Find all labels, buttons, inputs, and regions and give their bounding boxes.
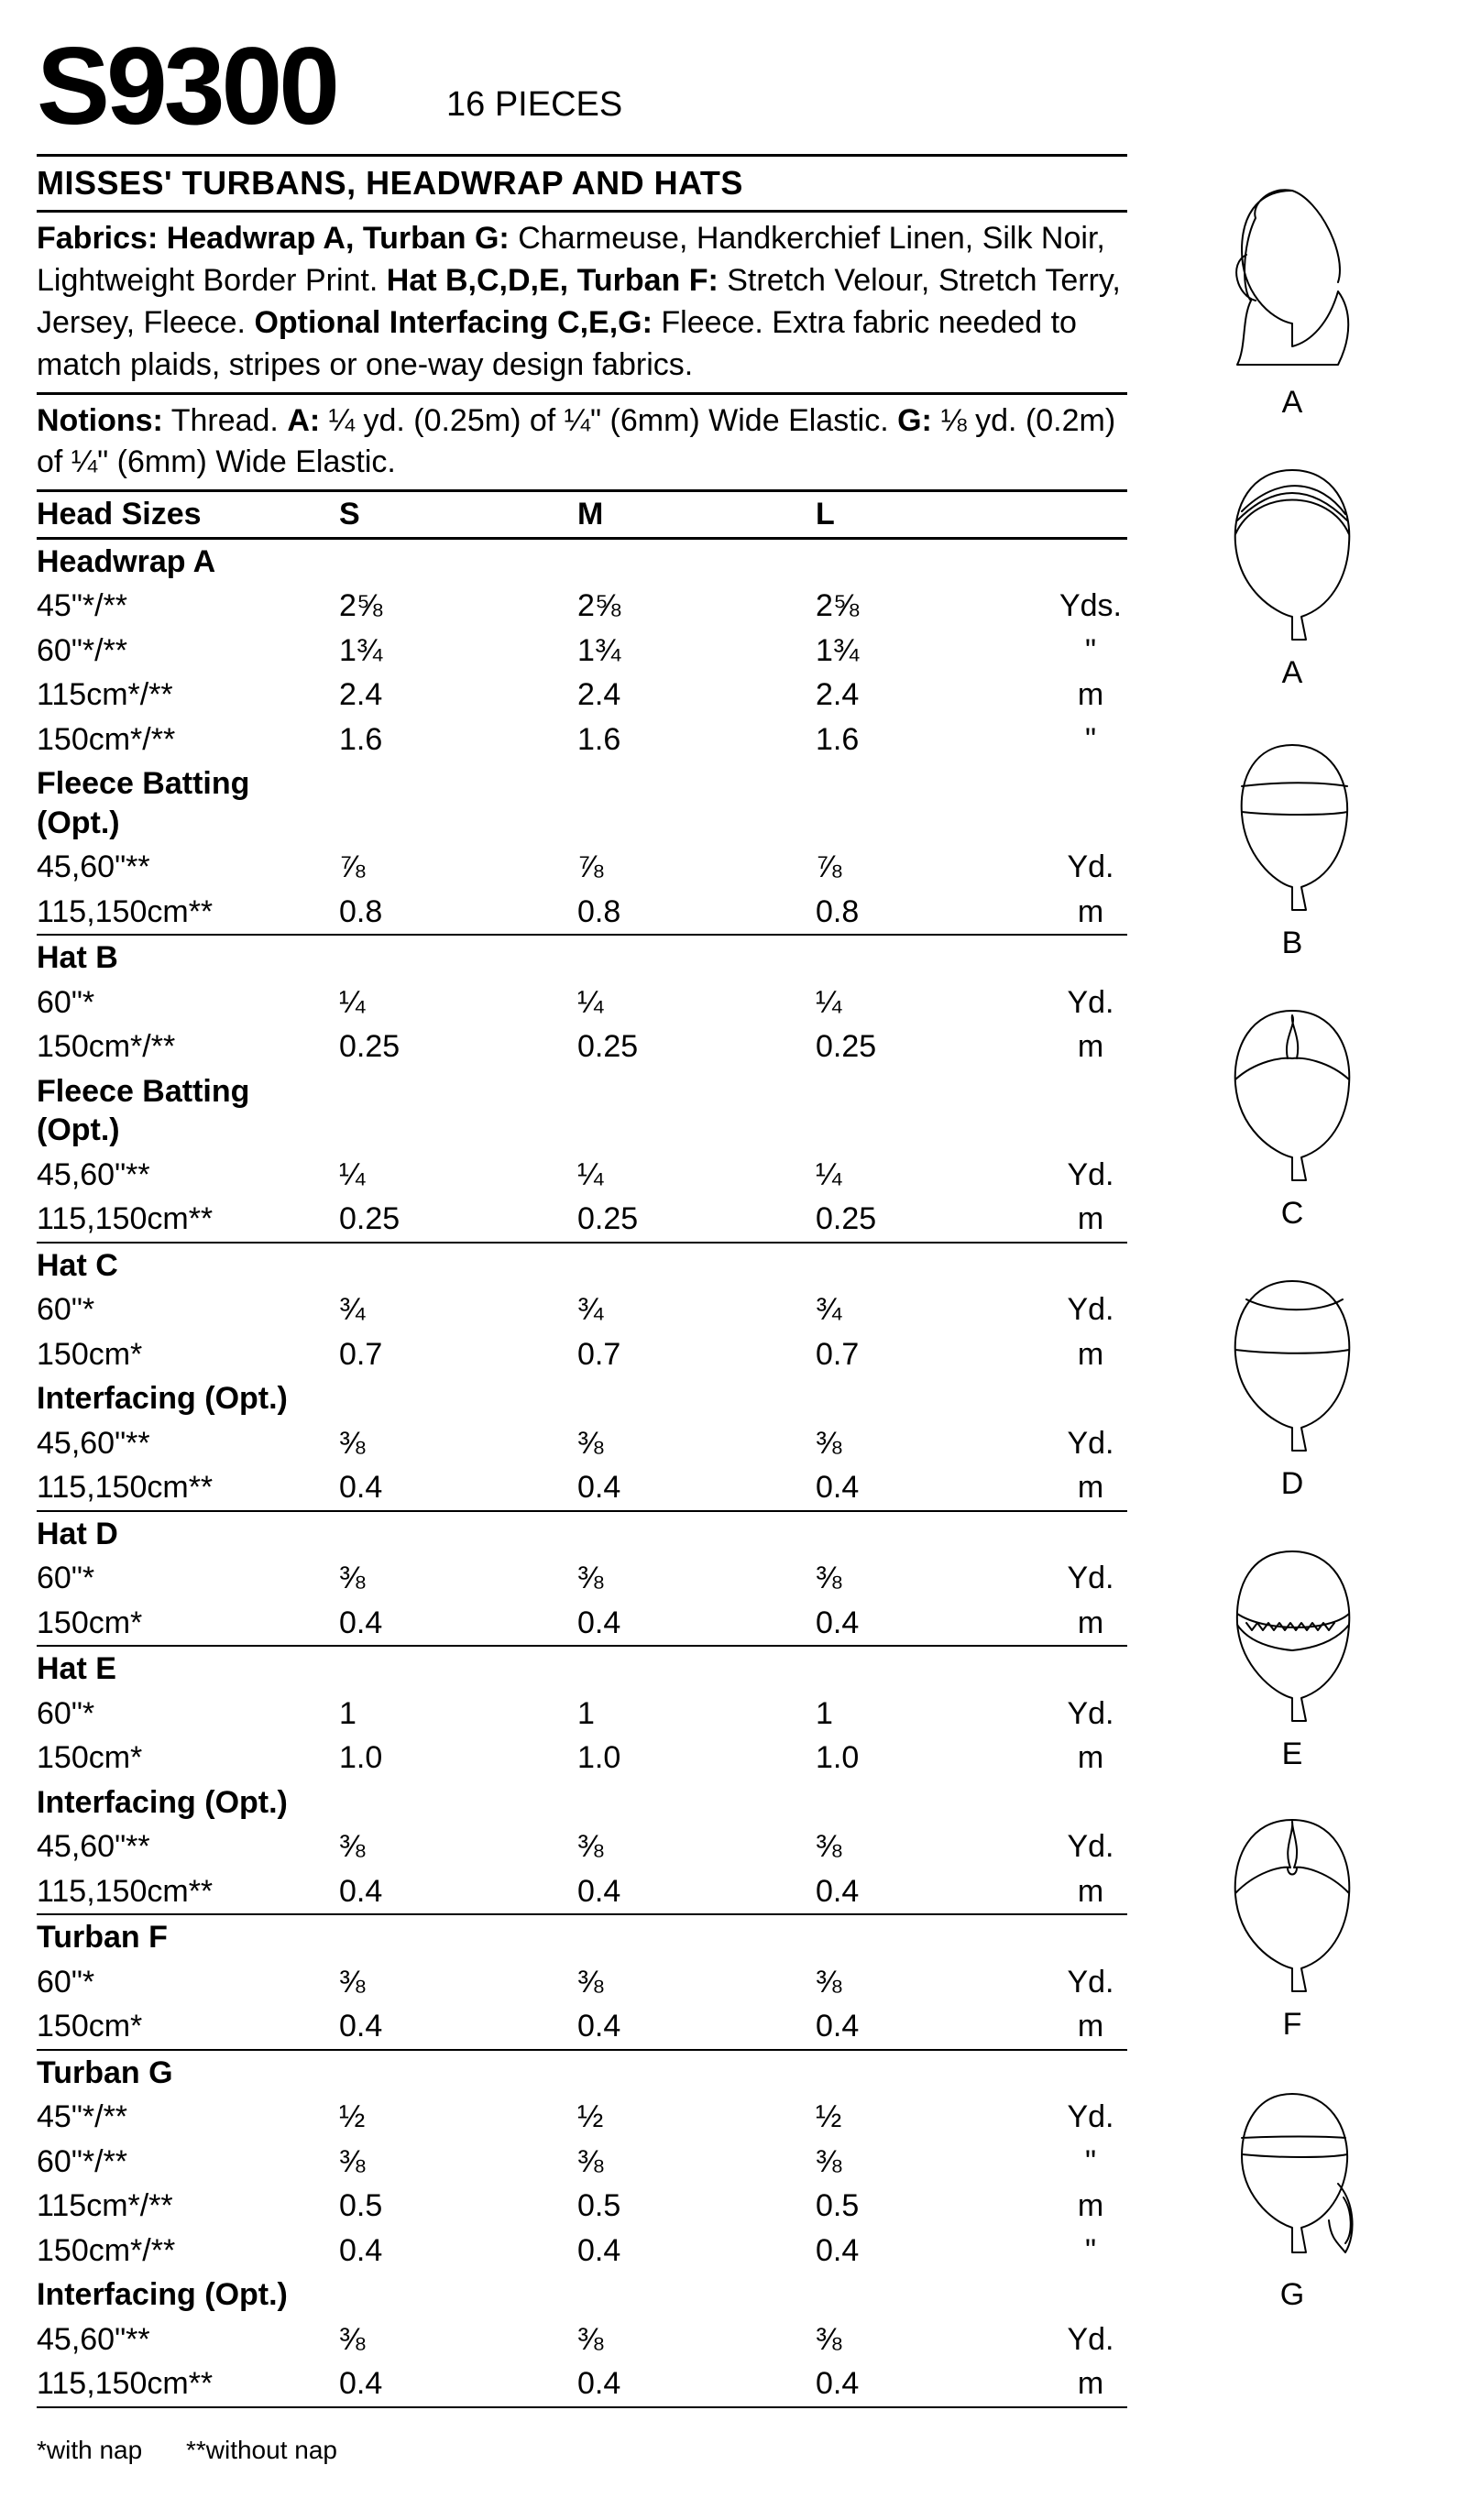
thumb-label: C: [1281, 1196, 1304, 1232]
footnotes: *with nap **without nap: [37, 2408, 1127, 2465]
thumb-label: A: [1282, 385, 1303, 421]
sketch-icon: [1191, 163, 1393, 383]
footnote-nap: *with nap: [37, 2436, 142, 2464]
pattern-code: S9300: [37, 37, 336, 136]
thumb-label: D: [1281, 1466, 1304, 1502]
notions-text: Notions: Thread. A: ¼ yd. (0.25m) of ¼" …: [37, 395, 1127, 493]
thumb-g-7: G: [1191, 2055, 1393, 2313]
thumb-label: G: [1280, 2277, 1304, 2313]
pieces-count: 16 PIECES: [446, 85, 622, 136]
thumb-d-4: D: [1191, 1244, 1393, 1502]
thumb-label: B: [1282, 926, 1303, 961]
sketch-icon: [1191, 1244, 1393, 1464]
fabrics-text: Fabrics: Headwrap A, Turban G: Charmeuse…: [37, 213, 1127, 395]
sketch-icon: [1191, 974, 1393, 1194]
pattern-title: MISSES' TURBANS, HEADWRAP AND HATS: [37, 154, 1127, 213]
thumb-label: A: [1282, 655, 1303, 691]
thumb-c-3: C: [1191, 974, 1393, 1232]
sketch-icon: [1191, 704, 1393, 924]
sketch-icon: [1191, 433, 1393, 653]
thumb-a-0: A: [1191, 163, 1393, 421]
main-column: MISSES' TURBANS, HEADWRAP AND HATS Fabri…: [37, 154, 1127, 2465]
thumb-label: E: [1282, 1737, 1303, 1772]
thumb-b-2: B: [1191, 704, 1393, 961]
thumb-a-1: A: [1191, 433, 1393, 691]
yardage-table: Head SizesSMLHeadwrap A45"*/**2⅝2⅝2⅝Yds.…: [37, 492, 1127, 2408]
thumb-e-5: E: [1191, 1515, 1393, 1772]
thumb-label: F: [1283, 2007, 1302, 2043]
thumb-f-6: F: [1191, 1785, 1393, 2043]
sketch-icon: [1191, 2055, 1393, 2275]
sketch-icon: [1191, 1785, 1393, 2005]
sketch-icon: [1191, 1515, 1393, 1735]
footnote-no-nap: **without nap: [186, 2436, 337, 2464]
thumbnail-column: A A B C D: [1155, 154, 1430, 2465]
